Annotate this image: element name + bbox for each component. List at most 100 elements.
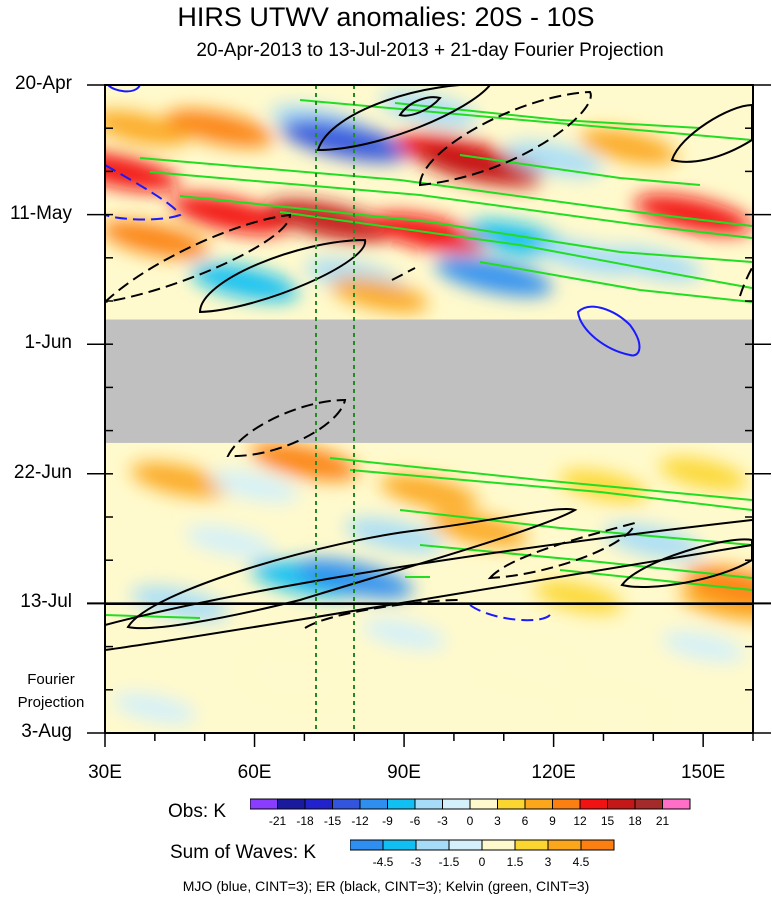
anomaly-blob [504, 141, 603, 177]
kelvin-contour [559, 569, 753, 591]
anomaly-blob [105, 220, 209, 259]
kelvin-contour [299, 99, 753, 141]
anomaly-blob [487, 649, 571, 681]
colorbar-tick-label: -1.5 [439, 855, 460, 869]
anomaly-blob [265, 199, 393, 243]
kelvin-contour [399, 509, 753, 546]
colorbar-tick-label: 3 [494, 814, 501, 828]
colorbar-swatch [414, 798, 443, 810]
colorbar-swatch [514, 839, 549, 851]
y-tick-label: 11-May [10, 202, 72, 224]
colorbar-swatch [277, 798, 306, 810]
mjo-contour [576, 305, 641, 357]
chart-title: HIRS UTWV anomalies: 20S - 10S [177, 2, 595, 32]
anomaly-blob [659, 457, 748, 491]
kelvin-contour [149, 171, 753, 239]
colorbar-swatch [552, 798, 581, 810]
anomaly-blob [684, 565, 753, 604]
colorbar-swatch [547, 839, 582, 851]
er-contour-negative [487, 521, 637, 580]
colorbar-tick-label: 0 [479, 855, 486, 869]
anomaly-blob [130, 462, 229, 498]
kelvin-contour [279, 211, 753, 289]
y-tick-label: 22-Jun [13, 461, 72, 483]
kelvin-contour [459, 154, 701, 186]
anomaly-blob [604, 246, 703, 282]
colorbar-tick-label: 6 [522, 814, 529, 828]
colorbar-swatch [497, 798, 526, 810]
anomaly-blob [634, 194, 752, 235]
colorbar-tick-label: 21 [656, 814, 670, 828]
anomaly-blob [379, 474, 479, 510]
colorbar-tick-label: 0 [467, 814, 474, 828]
colorbar-tick-label: -3 [437, 814, 448, 828]
er-contour-negative [391, 267, 416, 281]
plot-frame [104, 84, 754, 734]
colorbar-swatch [332, 798, 361, 810]
er-contour-negative [105, 213, 292, 304]
anomaly-blob [415, 143, 543, 187]
colorbar-swatch [524, 798, 553, 810]
colorbar-swatch [442, 798, 471, 810]
er-contour [398, 96, 442, 117]
colorbar-swatch [387, 798, 416, 810]
colorbar-swatch [359, 798, 388, 810]
anomaly-blob [579, 129, 678, 165]
colorbar-tick-label: 18 [628, 814, 642, 828]
anomaly-blob [185, 525, 274, 559]
colorbar-tick-label: 12 [573, 814, 587, 828]
colorbar-tick-label: -3 [411, 855, 422, 869]
x-tick-label: 60E [237, 762, 272, 783]
colorbar-swatch [304, 798, 333, 810]
er-contour [105, 544, 753, 651]
fourier-label-line1: Fourier [27, 671, 75, 688]
obs-colorbar: -21 -18 -15 -12 -9 -6 -3 0 3 6 9 12 15 18 21 [250, 798, 691, 828]
anomaly-blob [210, 469, 299, 503]
anomaly-blob [105, 151, 179, 192]
anomaly-blob [571, 698, 656, 731]
anomaly-blob [280, 119, 408, 162]
colorbar-swatch [634, 798, 663, 810]
fourier-projection-label: Fourier Projection [10, 668, 92, 714]
anomaly-blob [105, 110, 189, 146]
colorbar-tick-label: 15 [601, 814, 615, 828]
er-contour [105, 519, 753, 626]
er-contour-negative [739, 267, 753, 297]
obs-colorbar-title: Obs: K [168, 801, 227, 822]
colorbar-swatch [579, 798, 608, 810]
anomaly-blob [435, 256, 553, 297]
footer-legend: MJO (blue, CINT=3); ER (black, CINT=3); … [182, 878, 590, 894]
colorbar-swatch [662, 798, 691, 810]
anomaly-blob [113, 692, 197, 725]
colorbar-swatch [481, 839, 516, 851]
colorbar-swatch [607, 798, 636, 810]
colorbar-swatch [382, 839, 417, 851]
y-tick-label: 3-Aug [21, 721, 72, 742]
kelvin-contour [179, 195, 753, 263]
fourier-label-line2: Projection [17, 694, 85, 711]
colorbar-swatch [250, 798, 278, 810]
anomaly-blob [661, 630, 745, 663]
waves-colorbar-title: Sum of Waves: K [170, 842, 317, 863]
kelvin-contour [419, 544, 753, 579]
er-contour [198, 238, 367, 314]
colorbar-swatch [448, 839, 483, 851]
x-tick-label: 150E [680, 762, 726, 783]
colorbar-tick-label: 4.5 [573, 855, 590, 869]
anomaly-blob [362, 618, 446, 651]
y-tick-label: 1-Jun [24, 332, 72, 354]
colorbar-tick-label: 1.5 [507, 855, 524, 869]
axis-ticks [87, 84, 771, 747]
anomaly-blob [345, 517, 444, 554]
colorbar-swatch [415, 839, 450, 851]
y-tick-label: 20-Apr [14, 73, 72, 94]
er-contour [126, 508, 578, 630]
mjo-contour [107, 85, 141, 93]
colorbar-swatch [580, 839, 615, 851]
kelvin-contour [105, 614, 201, 619]
colorbar-swatch [469, 798, 498, 810]
colorbar-tick-label: 3 [545, 855, 552, 869]
anomaly-blob [379, 92, 479, 128]
missing-data-band [105, 319, 753, 443]
colorbar-swatch [350, 839, 384, 851]
